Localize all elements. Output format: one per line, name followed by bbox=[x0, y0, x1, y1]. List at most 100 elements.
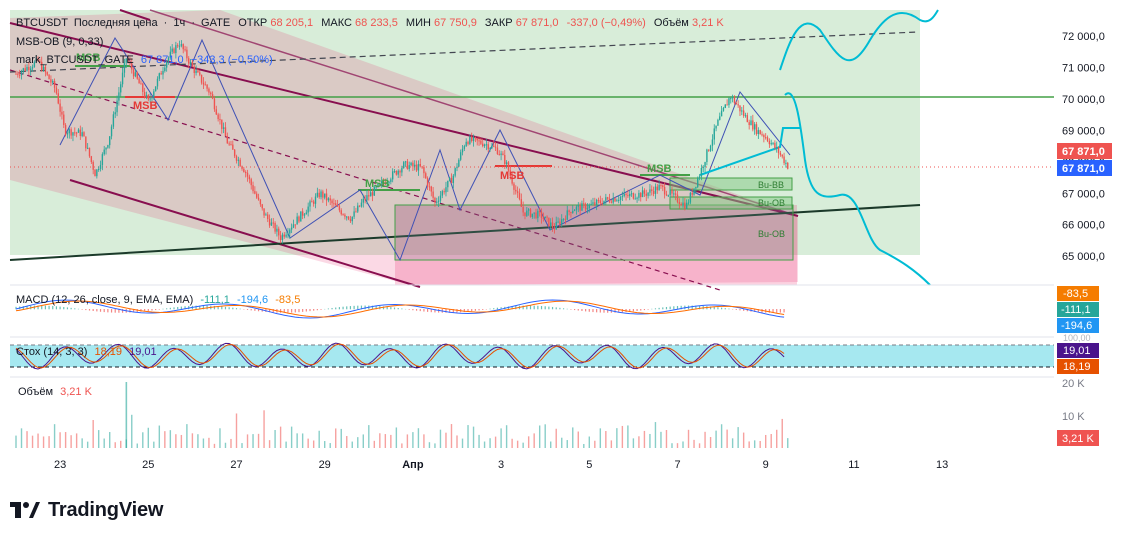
macd-hist-bar bbox=[213, 305, 216, 310]
macd-hist-bar bbox=[585, 309, 587, 312]
candle-body bbox=[618, 200, 620, 202]
macd-hist-bar bbox=[239, 308, 241, 310]
candle-body bbox=[243, 168, 245, 173]
candle-body bbox=[538, 210, 541, 212]
macd-hist-bar bbox=[467, 309, 469, 312]
candle-body bbox=[572, 210, 574, 213]
volume-bar bbox=[268, 440, 271, 448]
macd-hist-bar bbox=[463, 309, 465, 312]
volume-bar bbox=[158, 425, 161, 448]
candle-body bbox=[393, 170, 396, 172]
time-axis[interactable]: 23 25 27 29 Апр 3 5 7 9 11 13 bbox=[54, 459, 948, 471]
candle-body bbox=[138, 78, 140, 84]
bu-bb-label: Bu-BB bbox=[758, 180, 784, 190]
candle-body bbox=[110, 126, 113, 137]
legend-macd-signal: -83,5 bbox=[275, 294, 300, 306]
macd-hist-bar bbox=[500, 307, 502, 310]
volume-bar bbox=[318, 430, 320, 448]
candle-body bbox=[177, 45, 179, 47]
volume-bar bbox=[671, 443, 673, 448]
candle-body bbox=[154, 86, 157, 92]
legend-macd: MACD (12, 26, close, 9, EMA, EMA) -111,1… bbox=[16, 294, 300, 306]
macd-hist-bar bbox=[92, 309, 94, 312]
volume-bar bbox=[456, 435, 458, 448]
volume-bar bbox=[577, 431, 579, 448]
candle-body bbox=[120, 84, 122, 93]
macd-hist-bar bbox=[676, 305, 679, 310]
candle-body bbox=[162, 71, 164, 75]
volume-bar bbox=[682, 441, 684, 448]
candle-body bbox=[85, 136, 87, 149]
volume-bar bbox=[263, 410, 265, 448]
macd-hist-bar bbox=[607, 309, 609, 313]
candle-body bbox=[208, 88, 210, 93]
tradingview-brand[interactable]: TradingView bbox=[10, 496, 163, 524]
macd-hist-bar bbox=[724, 308, 726, 310]
macd-hist-bar bbox=[397, 307, 399, 310]
candle-body bbox=[397, 170, 399, 175]
candle-body bbox=[325, 193, 328, 201]
stoch-k-axis-label: 18,19 bbox=[1063, 361, 1091, 373]
drawings-layer bbox=[9, 9, 1054, 291]
macd-hist-bar bbox=[698, 305, 701, 310]
macd-hist-bar bbox=[44, 305, 46, 310]
candle-body bbox=[676, 194, 679, 203]
candle-body bbox=[524, 212, 526, 216]
volume-bar bbox=[500, 428, 502, 448]
macd-hist-bar bbox=[603, 309, 605, 313]
candle-body bbox=[553, 227, 556, 230]
volume-bar bbox=[676, 443, 679, 448]
candle-body bbox=[651, 189, 653, 191]
volume-bar bbox=[665, 430, 668, 448]
macd-hist-bar bbox=[169, 307, 171, 310]
macd-hist-bar bbox=[408, 309, 410, 310]
volume-bar bbox=[505, 425, 508, 448]
macd-hist-bar bbox=[673, 306, 675, 310]
candle-body bbox=[272, 222, 274, 224]
volume-bar bbox=[230, 438, 232, 448]
candle-body bbox=[452, 175, 455, 184]
candle-body bbox=[660, 185, 662, 187]
volume-bar bbox=[742, 432, 745, 448]
macd-hist-bar bbox=[37, 305, 39, 310]
candle-body bbox=[17, 73, 19, 75]
candle-body bbox=[441, 191, 443, 196]
legend-dot-2: · bbox=[191, 17, 195, 29]
volume-bar bbox=[395, 427, 398, 448]
candle-body bbox=[476, 138, 478, 141]
candle-body bbox=[116, 100, 118, 113]
candle-body bbox=[180, 44, 183, 46]
candle-body bbox=[388, 181, 390, 183]
candle-body bbox=[228, 143, 230, 145]
candle-body bbox=[603, 200, 605, 205]
candle-body bbox=[165, 61, 168, 68]
price-axis[interactable] bbox=[1054, 10, 1114, 450]
candle-body bbox=[445, 187, 447, 193]
candle-body bbox=[169, 51, 172, 58]
volume-bar bbox=[594, 440, 596, 448]
candle-body bbox=[129, 61, 131, 64]
candle-body bbox=[191, 61, 194, 67]
volume-bar bbox=[770, 434, 772, 448]
volume-bar bbox=[450, 424, 453, 448]
candle-body bbox=[482, 143, 484, 147]
macd-hist-bar bbox=[199, 305, 201, 310]
macd-hist-bar bbox=[430, 309, 432, 313]
candle-body bbox=[647, 192, 649, 196]
time-tick-label: 25 bbox=[142, 459, 154, 471]
macd-hist-bar bbox=[151, 309, 153, 311]
volume-bar bbox=[538, 425, 541, 448]
volume-bar bbox=[649, 433, 651, 448]
volume-bar bbox=[616, 428, 618, 448]
candle-body bbox=[777, 147, 780, 154]
ob-box-large bbox=[394, 204, 794, 261]
macd-hist-bar bbox=[588, 309, 590, 312]
candle-body bbox=[458, 159, 460, 167]
candle-body bbox=[787, 162, 789, 169]
candle-body bbox=[436, 201, 438, 203]
candle-body bbox=[121, 72, 124, 85]
candle-body bbox=[691, 192, 693, 195]
volume-bar bbox=[627, 425, 629, 448]
candle-body bbox=[678, 202, 681, 205]
